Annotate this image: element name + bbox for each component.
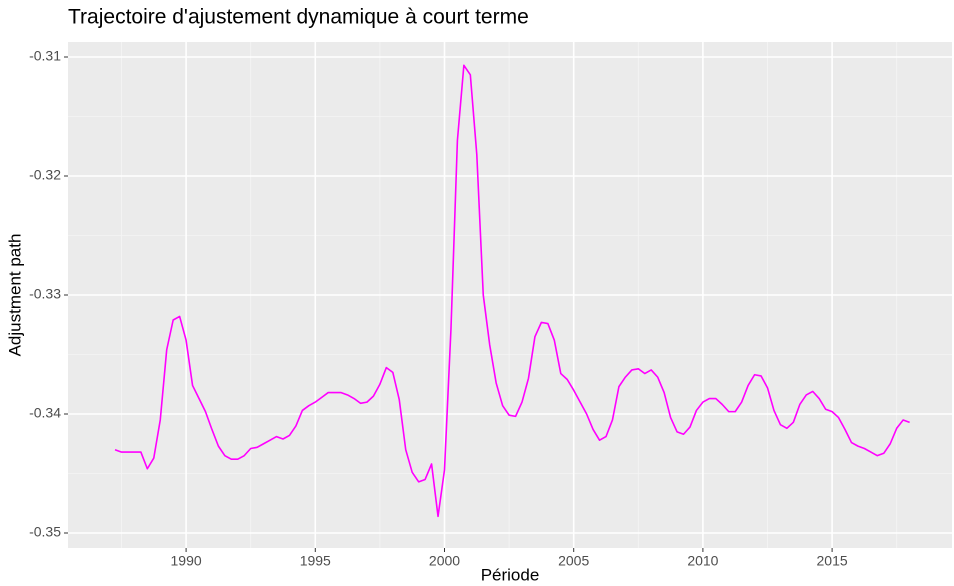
x-tick-label: 2005: [558, 553, 589, 569]
x-tick-label: 2015: [817, 553, 848, 569]
data-line: [114, 64, 910, 518]
y-tick-label: -0.31: [29, 48, 61, 64]
y-axis-title: Adjustment path: [5, 234, 24, 357]
x-tick-label: 1995: [300, 553, 331, 569]
y-tick-label: -0.32: [29, 167, 61, 183]
y-tick-label: -0.35: [29, 524, 61, 540]
chart-title: Trajectoire d'ajustement dynamique à cou…: [68, 6, 529, 29]
y-tick-label: -0.33: [29, 286, 61, 302]
x-tick-label: 2000: [429, 553, 460, 569]
x-tick-label: 1990: [171, 553, 202, 569]
x-axis-title: Période: [481, 565, 540, 584]
x-tick-label: 2010: [687, 553, 718, 569]
y-tick-label: -0.34: [29, 405, 61, 421]
